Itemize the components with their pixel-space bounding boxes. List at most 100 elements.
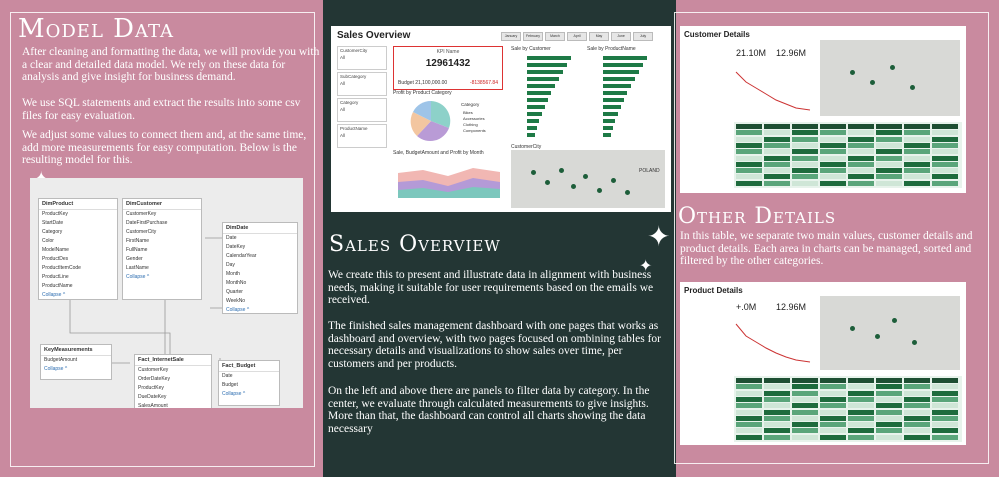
table-card-dimcustomer[interactable]: DimCustomer CustomerKey DateFirstPurchas… (122, 198, 202, 300)
table-name: DimDate (223, 223, 297, 234)
slicer-subcategory[interactable]: SubCategory All (337, 72, 387, 96)
kpi-variance: -8138567.84 (469, 80, 498, 86)
slicer-category[interactable]: Category All (337, 98, 387, 122)
table-cell (820, 174, 846, 180)
table-cell (876, 174, 902, 180)
table-cell (848, 130, 874, 136)
sparkle-icon: ✦ (639, 256, 653, 275)
table-cell (820, 409, 846, 415)
table-cell (848, 180, 874, 186)
slicer-productname[interactable]: ProductName All (337, 124, 387, 148)
chart-title-product: Sale by ProductName (587, 46, 636, 52)
table-cell (792, 403, 818, 409)
product-map[interactable] (820, 296, 960, 370)
table-cell (792, 136, 818, 142)
slicer-label: Category (340, 100, 359, 105)
table-cell (820, 136, 846, 142)
tab-month[interactable]: January (501, 32, 521, 41)
collapse-button[interactable]: Collapse ^ (44, 366, 68, 372)
table-cell (932, 396, 958, 402)
table-cell (764, 142, 790, 148)
table-cell (848, 428, 874, 434)
table-card-dimdate[interactable]: DimDate Date DateKey CalendarYear Day Mo… (222, 222, 298, 314)
tab-month[interactable]: February (523, 32, 543, 41)
dashboard-title: Sales Overview (337, 30, 411, 41)
bar-mark (527, 133, 535, 137)
table-cell (764, 168, 790, 174)
map-label: POLAND (639, 168, 660, 174)
table-name: Fact_Budget (219, 361, 279, 372)
table-cell (792, 130, 818, 136)
table-card-fact-internetsale[interactable]: Fact_InternetSale CustomerKey OrderDateK… (134, 354, 212, 408)
table-cell (932, 378, 958, 383)
kpi-card: KPI Name 12961432 Budget 21,100,000.00 -… (393, 46, 503, 90)
model-data-panel: Model Data After cleaning and formatting… (0, 0, 323, 477)
tab-month[interactable]: April (567, 32, 587, 41)
table-cell (876, 390, 902, 396)
map-point (875, 334, 880, 339)
sales-title: Sales Overview (329, 232, 501, 257)
slicer-label: CustomerCity (340, 48, 368, 53)
tab-month[interactable]: March (545, 32, 565, 41)
table-cell (904, 390, 930, 396)
other-title: Other Details (678, 204, 837, 229)
collapse-button[interactable]: Collapse ^ (126, 274, 150, 280)
table-cell (932, 428, 958, 434)
field: StartDate (42, 220, 64, 226)
collapse-button[interactable]: Collapse ^ (222, 391, 246, 397)
table-cell (876, 149, 902, 155)
table-card-dimproduct[interactable]: DimProduct ProductKey StartDate Category… (38, 198, 118, 300)
tab-month[interactable]: June (611, 32, 631, 41)
tab-month[interactable]: July (633, 32, 653, 41)
bar-mark (603, 70, 639, 74)
collapse-button[interactable]: Collapse ^ (42, 292, 66, 298)
profit-pie-chart: Category Bikes Accessories Clothing Comp… (410, 100, 486, 142)
field: CustomerCity (126, 229, 157, 235)
table-cell (932, 174, 958, 180)
field: Color (42, 238, 54, 244)
table-cell (848, 434, 874, 440)
product-table (734, 376, 962, 442)
field: Day (226, 262, 235, 268)
field: BudgetAmount (44, 357, 78, 363)
table-card-keymeasurements[interactable]: KeyMeasurements BudgetAmount Collapse ^ (40, 344, 112, 380)
bar-mark (603, 98, 624, 102)
kpi-value: 12961432 (425, 58, 471, 69)
product-details-dashboard: Product Details +.0M 12.96M (680, 282, 966, 445)
pie-slice (413, 100, 431, 121)
legend-item: Components (463, 128, 486, 133)
table-cell (932, 124, 958, 129)
field: ProductItemCode (42, 265, 81, 271)
tab-month[interactable]: May (589, 32, 609, 41)
other-frame (674, 12, 989, 464)
kpi-budget: Budget 21,100,000.00 (398, 80, 448, 86)
table-cell (876, 130, 902, 136)
table-cell (764, 174, 790, 180)
table-cell (904, 422, 930, 428)
table-cell (736, 149, 762, 155)
other-details-panel: Customer Details 21.10M 12.96M Other Det… (674, 0, 999, 477)
table-cell (764, 378, 790, 383)
collapse-button[interactable]: Collapse ^ (226, 307, 250, 313)
table-name: Fact_InternetSale (135, 355, 211, 366)
table-cell (764, 403, 790, 409)
bar-mark (527, 98, 548, 102)
table-cell (736, 396, 762, 402)
customer-map[interactable] (820, 40, 960, 116)
customer-map[interactable]: POLAND (511, 150, 665, 208)
map-point (910, 85, 915, 90)
table-cell (904, 434, 930, 440)
table-cell (792, 124, 818, 129)
table-cell (764, 428, 790, 434)
field: Month (226, 271, 240, 277)
bar-mark (527, 119, 539, 123)
table-cell (876, 136, 902, 142)
table-cell (792, 174, 818, 180)
table-card-fact-budget[interactable]: Fact_Budget Date Budget Collapse ^ (218, 360, 280, 406)
table-cell (736, 390, 762, 396)
field: Quarter (226, 289, 243, 295)
table-cell (736, 422, 762, 428)
table-cell (848, 161, 874, 167)
slicer-customercity[interactable]: CustomerCity All (337, 46, 387, 70)
field: ProductKey (42, 211, 68, 217)
